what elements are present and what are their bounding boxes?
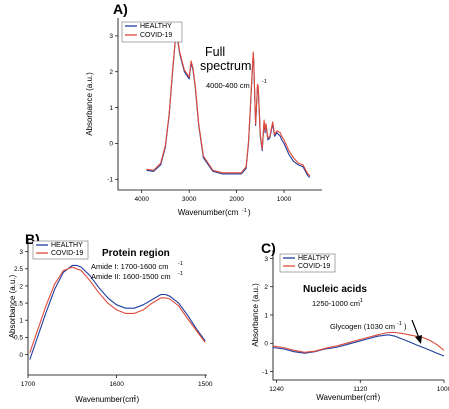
annotation: Protein region [102,248,170,259]
y-tick-label: 3 [264,256,268,263]
y-tick-label: 1 [109,105,113,112]
legend-label: HEALTHY [51,242,83,249]
y-tick-label: 2.5 [14,266,23,273]
x-axis-label-end: ) [378,393,381,402]
x-axis-label-end: ) [248,208,251,217]
x-axis-label: Wavenumber(cm [75,395,136,404]
annotation: 1250-1000 cm [312,299,360,308]
y-axis-label: Absorbance (a.u.) [251,283,260,347]
y-tick-label: 0 [264,341,268,348]
y-tick-label: -1 [107,177,113,184]
y-tick-label: 0.5 [14,335,23,342]
y-tick-label: 0 [109,141,113,148]
legend-label: COVID-19 [140,32,172,39]
y-tick-label: 3 [19,249,23,256]
series-line-covid-19 [272,331,445,353]
y-tick-label: -1 [262,369,268,376]
x-tick-label: 4000 [134,196,149,203]
y-tick-label: 1.5 [14,300,23,307]
annotation: -1 [397,321,402,327]
x-axis-label: Wavenumber(cm [178,208,239,217]
legend-label: COVID-19 [51,250,83,257]
x-tick-label: 1120 [353,386,367,393]
series-line-healthy [272,334,445,357]
annotation: Nucleic acids [303,284,367,295]
legend-box [121,21,183,43]
legend-label: HEALTHY [298,255,330,262]
panel-c: 124011201000-10123C)Wavenumber(cm-1)Abso… [251,240,449,402]
y-tick-label: 2 [109,69,113,76]
annotation: -1 [358,298,363,304]
x-tick-label: 1500 [198,381,213,388]
x-tick-label: 1000 [437,386,449,393]
x-tick-label: 1700 [21,381,36,388]
series-line-covid-19 [29,266,206,353]
x-axis-label-superscript: -1 [373,393,378,399]
y-tick-label: 1 [264,312,268,319]
x-axis-label-superscript: -1 [242,208,247,214]
annotation: Amide II: 1600-1500 cm [91,272,171,281]
x-tick-label: 2000 [229,196,244,203]
y-tick-label: 3 [109,33,113,40]
legend-label: COVID-19 [298,263,330,270]
y-tick-label: 1 [19,318,23,325]
x-axis-label-superscript: -1 [132,395,137,401]
annotation: Glycogen (1030 cm [330,322,395,331]
x-tick-label: 1000 [277,196,292,203]
legend-label: HEALTHY [140,23,172,30]
annotation: Full [205,45,225,59]
x-tick-label: 1240 [269,386,284,393]
panel-label: C) [261,240,276,256]
annotation: 4000-400 cm [206,81,250,90]
y-axis-label: Absorbance (a.u.) [85,72,94,136]
panel-label: A) [113,1,128,17]
annotation: Amide I: 1700-1600 cm [91,262,169,271]
axis-lines [117,18,322,191]
annotation: -1 [262,79,267,85]
panel-b: 1700 1600 150000.511.522.53B)Wavenumber(cm… [8,231,213,404]
glycogen-arrow-shaft [411,319,420,339]
axis-lines [272,250,444,381]
annotation: -1 [178,271,183,277]
series-line-healthy [29,264,206,360]
x-axis-label-end: ) [137,395,140,404]
annotation: spectrum [200,59,251,73]
annotation: -1 [178,261,183,267]
series-line-covid-19 [146,35,311,177]
glycogen-arrow-head [415,335,422,344]
annotation: ) [404,322,407,331]
y-tick-label: 0 [19,352,23,359]
y-axis-label: Absorbance (a.u.) [8,274,17,338]
y-tick-label: 2 [264,284,268,291]
x-tick-label: 3000 [182,196,197,203]
y-tick-label: 2 [19,283,23,290]
x-tick-label: 1600 [109,381,124,388]
x-axis-label: Wavenumber(cm [316,393,377,402]
